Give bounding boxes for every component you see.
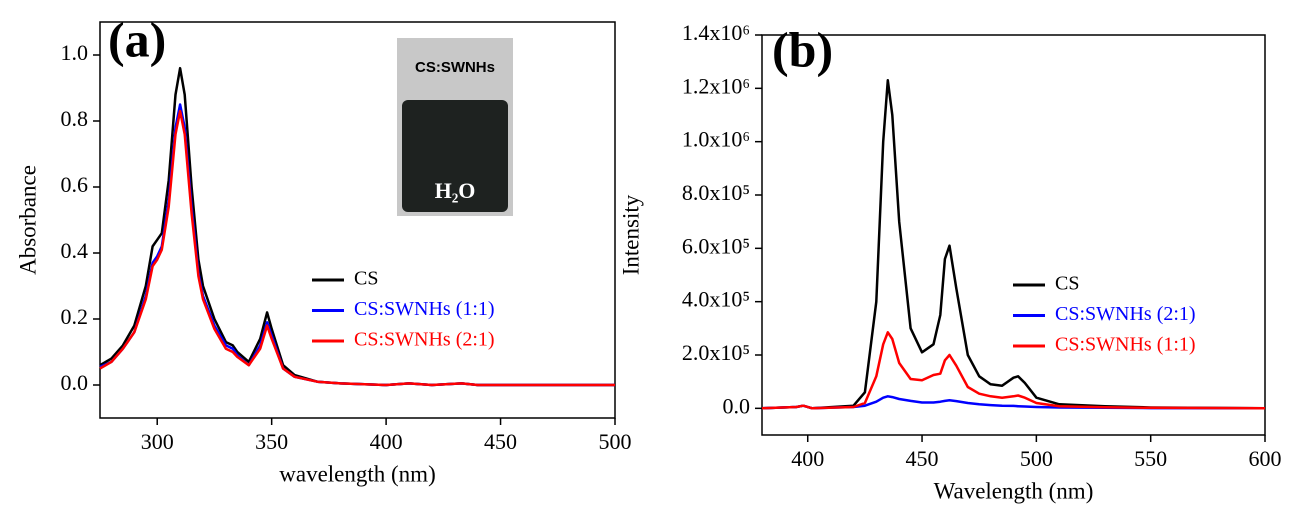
panel: 300 350 400 450 500 0.0 0.2 0.4 0.6 0.8 1.0 wavelen…: [15, 11, 631, 486]
inset-photo: CS:SWNHs H₂O: [397, 38, 513, 216]
series-line: [761, 331, 1266, 410]
y-tick-label: 1.2x10⁶: [682, 73, 750, 98]
legend-label: CS: [354, 268, 378, 290]
series-line: [99, 109, 615, 387]
y-tick-label: 2.0x10⁵: [682, 340, 750, 365]
inset-label: H₂O: [435, 178, 476, 203]
y-axis-label: Intensity: [618, 194, 643, 275]
legend-label: CS:SWNHs (2:1): [354, 329, 495, 351]
legend-label: CS:SWNHs (2:1): [1055, 303, 1196, 325]
legend-label: CS: [1055, 273, 1079, 295]
x-tick-label: 550: [1134, 446, 1167, 471]
legend-label: CS:SWNHs (1:1): [354, 298, 495, 320]
y-tick-label: 1.0x10⁶: [682, 127, 750, 152]
x-tick-label: 600: [1249, 446, 1282, 471]
legend-label: CS:SWNHs (1:1): [1055, 334, 1196, 356]
inset-label: CS:SWNHs: [415, 59, 495, 76]
x-axis-label: wavelength (nm): [279, 461, 435, 486]
y-tick-label: 1.0: [61, 40, 89, 65]
y-tick-label: 6.0x10⁵: [682, 233, 750, 258]
y-tick-label: 8.0x10⁵: [682, 180, 750, 205]
y-tick-label: 0.2: [61, 304, 89, 329]
x-tick-label: 400: [370, 429, 403, 454]
plot-frame: [99, 21, 616, 419]
x-tick-label: 450: [484, 429, 517, 454]
x-tick-label: 500: [1020, 446, 1053, 471]
series-line: [761, 395, 1266, 410]
x-tick-label: 300: [141, 429, 174, 454]
panel: 400 450 500 550 600 0.0 2.0x10⁵ 4.0x10⁵ 6.0x10⁵ 8…: [618, 20, 1281, 503]
y-axis-label: Absorbance: [15, 165, 40, 275]
y-tick-label: 1.4x10⁶: [682, 20, 750, 45]
panel-label: (b): [772, 21, 833, 77]
x-tick-label: 450: [906, 446, 939, 471]
y-tick-label: 0.0: [61, 370, 89, 395]
y-tick-label: 0.4: [61, 238, 89, 263]
y-tick-label: 0.6: [61, 172, 89, 197]
x-axis-label: Wavelength (nm): [934, 478, 1094, 503]
y-tick-label: 0.0: [723, 393, 751, 418]
x-tick-label: 400: [791, 446, 824, 471]
vial-liquid: [402, 100, 508, 212]
series-line: [761, 79, 1266, 410]
y-tick-label: 4.0x10⁵: [682, 287, 750, 312]
plot-frame: [761, 34, 1266, 436]
panel-label: (a): [108, 11, 166, 67]
y-tick-label: 0.8: [61, 106, 89, 131]
x-tick-label: 500: [599, 429, 632, 454]
x-tick-label: 350: [255, 429, 288, 454]
